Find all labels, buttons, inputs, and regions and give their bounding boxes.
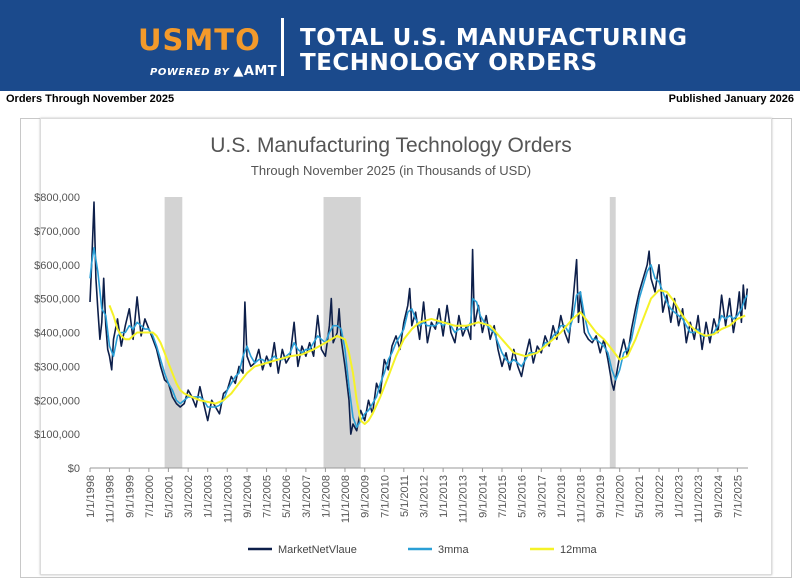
recession-band-0 — [164, 197, 183, 468]
x-tick-label: 11/1/2003 — [222, 475, 234, 523]
powered-by-text: POWERED BY — [150, 67, 230, 78]
x-tick-label: 9/1/2024 — [713, 475, 725, 518]
recession-band-2 — [609, 197, 616, 468]
x-tick-label: 7/1/2015 — [497, 475, 509, 518]
x-tick-label: 1/1/2013 — [438, 475, 450, 518]
header-divider — [281, 18, 284, 76]
x-tick-label: 7/1/2010 — [379, 475, 391, 518]
x-tick-label: 9/1/2009 — [360, 475, 372, 518]
y-tick-label: $800,000 — [34, 192, 80, 204]
x-tick-label: 5/1/2021 — [634, 475, 646, 518]
chart-subtitle: Through November 2025 (in Thousands of U… — [251, 163, 531, 178]
y-tick-label: $0 — [68, 463, 80, 475]
x-tick-label: 1/1/2008 — [320, 475, 332, 518]
amt-brand-text: AMT — [243, 64, 278, 79]
banner-title: TOTAL U.S. MANUFACTURING TECHNOLOGY ORDE… — [300, 26, 687, 76]
x-tick-label: 7/1/2000 — [144, 475, 156, 518]
x-tick-label: 9/1/2004 — [242, 475, 254, 518]
y-tick-label: $700,000 — [34, 226, 80, 238]
series-line-12mma — [108, 289, 746, 425]
y-tick-label: $400,000 — [34, 328, 80, 340]
y-tick-label: $600,000 — [34, 260, 80, 272]
subheader-bar: Orders Through November 2025 Published J… — [0, 91, 800, 109]
legend-label: 12mma — [560, 544, 598, 556]
orders-through-label: Orders Through November 2025 — [6, 93, 175, 105]
y-tick-label: $500,000 — [34, 294, 80, 306]
x-tick-label: 5/1/2001 — [163, 475, 175, 518]
usmto-logo: USMTO — [138, 23, 261, 57]
x-tick-label: 3/1/2017 — [536, 475, 548, 518]
x-tick-label: 9/1/2014 — [477, 475, 489, 518]
y-tick-label: $200,000 — [34, 395, 80, 407]
x-tick-label: 9/1/1999 — [124, 475, 136, 518]
x-tick-label: 3/1/2022 — [654, 475, 666, 518]
x-tick-label: 3/1/2007 — [301, 475, 313, 518]
x-tick-label: 11/1/2008 — [340, 475, 352, 523]
x-tick-label: 7/1/2025 — [732, 475, 744, 518]
x-tick-label: 3/1/2012 — [419, 475, 431, 518]
powered-by-label: POWERED BY ▲AMT — [150, 64, 277, 79]
series-lines — [89, 201, 749, 435]
x-tick-label: 5/1/2016 — [517, 475, 529, 518]
recession-bands — [164, 197, 616, 468]
x-tick-label: 11/1/2023 — [693, 475, 705, 523]
legend-label: 3mma — [438, 544, 469, 556]
x-tick-label: 9/1/2019 — [595, 475, 607, 518]
x-tick-label: 11/1/2018 — [575, 475, 587, 523]
y-tick-label: $100,000 — [34, 429, 80, 441]
series-line-3mma — [89, 247, 748, 429]
x-tick-label: 1/1/2018 — [556, 475, 568, 518]
x-tick-label: 11/1/1998 — [105, 475, 117, 523]
y-tick-label: $300,000 — [34, 361, 80, 373]
x-tick-label: 1/1/1998 — [85, 475, 97, 518]
amt-brand: ▲AMT — [233, 64, 278, 79]
x-tick-label: 5/1/2006 — [281, 475, 293, 518]
x-tick-label: 5/1/2011 — [399, 475, 411, 517]
x-tick-label: 11/1/2013 — [458, 475, 470, 523]
x-tick-label: 3/1/2002 — [183, 475, 195, 518]
axes: $0 $100,000 $200,000 $300,000 $400,000 $500,0… — [34, 192, 748, 523]
chart-title: U.S. Manufacturing Technology Orders — [210, 134, 571, 157]
legend-label: MarketNetVlaue — [278, 544, 357, 556]
series-line-MarketNetVlaue — [89, 201, 749, 435]
x-tick-label: 1/1/2003 — [203, 475, 215, 518]
published-date-label: Published January 2026 — [668, 93, 794, 105]
x-tick-label: 7/1/2020 — [615, 475, 627, 518]
x-tick-label: 7/1/2005 — [262, 475, 274, 518]
legend: MarketNetVlaue 3mma 12mma — [248, 544, 598, 556]
banner-title-line2: TECHNOLOGY ORDERS — [300, 50, 598, 76]
header-banner: USMTO POWERED BY ▲AMT TOTAL U.S. MANUFAC… — [0, 0, 800, 91]
x-tick-label: 1/1/2023 — [674, 475, 686, 518]
banner-title-line1: TOTAL U.S. MANUFACTURING — [300, 25, 688, 51]
